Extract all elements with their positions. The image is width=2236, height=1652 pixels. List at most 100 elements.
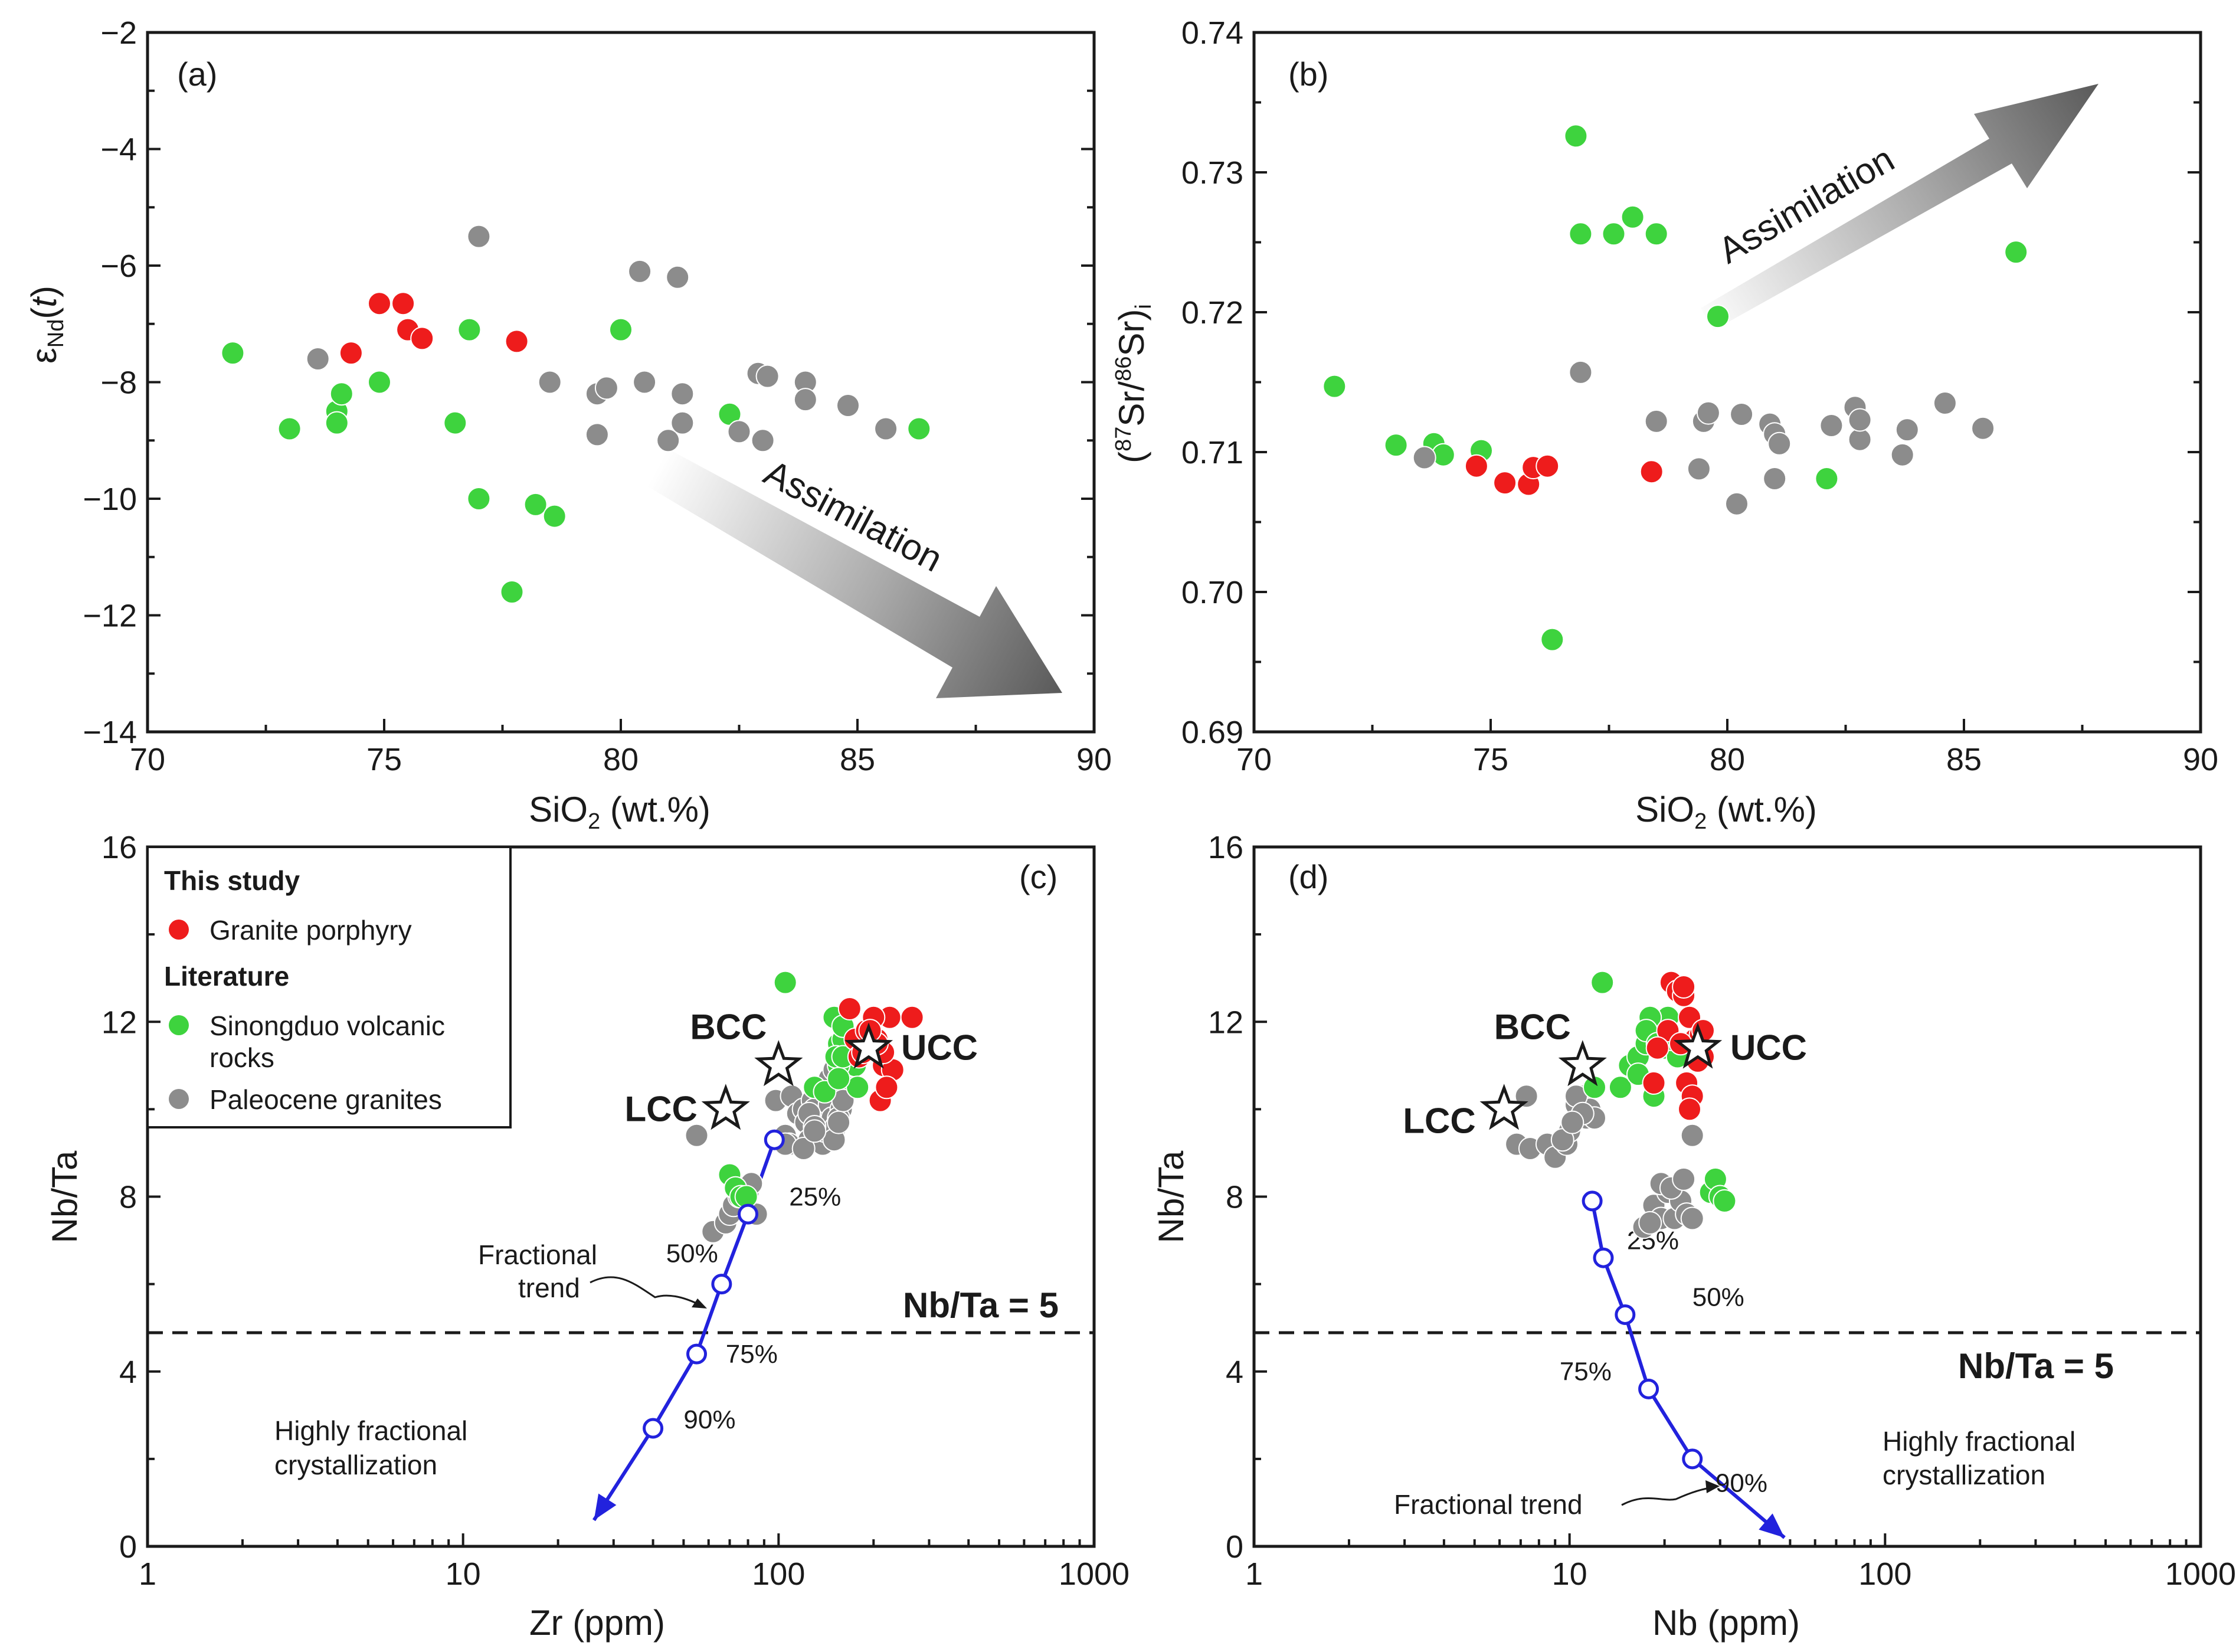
x-axis-label: Nb (ppm) [1652, 1603, 1800, 1643]
data-point-gray [1819, 414, 1844, 437]
fractional-trend-marker [738, 1203, 759, 1225]
reference-line-label: Nb/Ta = 5 [903, 1285, 1059, 1325]
trend-pointer [590, 1276, 703, 1307]
data-point-green [1713, 1189, 1737, 1213]
data-point-red [410, 326, 434, 351]
y-tick-label: 8 [119, 1180, 137, 1215]
panel-b-plot-area: Assimilation [1322, 84, 2098, 652]
x-tick-label: 10 [446, 1556, 481, 1592]
trend-percent-label: 90% [683, 1405, 735, 1434]
y-tick-label: −4 [100, 132, 137, 168]
panel-a-plot-area: Assimilation [221, 224, 1062, 698]
region-label: crystallization [1883, 1460, 2045, 1490]
x-tick-label: 75 [366, 742, 402, 777]
data-point-gray [1848, 408, 1872, 432]
panel-b: Assimilation (b) 70 75 80 85 90 0.69 0.70 0.71 0… [1111, 15, 2218, 834]
panel-d-axes: 1 10 100 1000 0 4 8 12 16 [1208, 830, 2236, 1592]
x-tick-label: 100 [1858, 1556, 1911, 1592]
fractional-trend-marker [1615, 1304, 1636, 1325]
data-point-gray [874, 417, 898, 441]
fractional-trend-marker [1682, 1448, 1703, 1470]
fractional-trend-marker [1638, 1378, 1659, 1399]
trend-percent-label: 75% [1560, 1357, 1612, 1386]
data-point-green [1322, 374, 1347, 398]
data-point-gray [1569, 360, 1593, 384]
data-point-gray [1730, 403, 1754, 426]
y-axis-label: Nb/Ta [1151, 1150, 1191, 1243]
data-point-gray [1412, 446, 1436, 470]
fractional-trend-marker [686, 1343, 708, 1365]
legend-header: Literature [164, 961, 289, 992]
data-point-gray [791, 1137, 816, 1160]
panel-c: Nb/Ta = 5 25% 50% 75% 90% LCC BCC UCC Highly f… [45, 830, 1130, 1643]
data-point-green [1564, 124, 1588, 148]
data-point-green [1706, 305, 1730, 329]
x-tick-label: 1 [1245, 1556, 1263, 1592]
legend-box [146, 846, 512, 1128]
data-point-red [339, 341, 363, 365]
x-axis-label: Zr (ppm) [529, 1603, 665, 1643]
data-point-green [500, 580, 524, 604]
data-point-gray [538, 370, 562, 394]
x-tick-label: 85 [1946, 742, 1982, 777]
legend-marker-sinongduo [169, 1015, 189, 1035]
legend-entry: rocks [209, 1042, 274, 1073]
trend-pointer [1621, 1486, 1715, 1506]
x-tick-label: 1000 [1059, 1556, 1130, 1592]
fractional-trend-marker [1582, 1190, 1603, 1212]
reference-line-label: Nb/Ta = 5 [1958, 1346, 2114, 1386]
y-tick-label: −6 [100, 248, 137, 284]
data-point-gray [727, 420, 751, 444]
data-point-green [1602, 222, 1626, 246]
panel-label: (c) [1019, 858, 1058, 895]
data-point-green [907, 417, 931, 441]
data-point-gray [666, 265, 690, 289]
crust-star-ucc [1673, 1022, 1723, 1069]
data-point-gray [751, 428, 775, 453]
panel-label: (d) [1288, 858, 1328, 895]
x-tick-label: 90 [2183, 742, 2218, 777]
assimilation-arrow [647, 449, 1062, 698]
data-point-red [1645, 1036, 1669, 1060]
assimilation-arrow [1701, 84, 2098, 331]
data-point-red [1493, 471, 1517, 495]
panel-b-axes: 70 75 80 85 90 0.69 0.70 0.71 0.72 0.73 0.74 [1181, 15, 2218, 777]
panel-a: Assimilation (a) 70 75 80 85 90 −14 −12 −10 −8 −6… [24, 15, 1112, 834]
x-tick-label: 10 [1552, 1556, 1587, 1592]
data-point-green [467, 487, 491, 511]
region-label: crystallization [274, 1450, 437, 1480]
panel-a-axes: 70 75 80 85 90 −14 −12 −10 −8 −6 −4 −2 [83, 15, 1112, 777]
data-point-green [1569, 222, 1593, 246]
y-tick-label: 12 [102, 1005, 137, 1040]
data-point-gray [1680, 1123, 1704, 1147]
data-point-red [1639, 460, 1664, 484]
data-point-gray [628, 259, 652, 283]
data-point-red [368, 292, 391, 316]
data-point-green [221, 341, 245, 365]
y-tick-label: −2 [100, 15, 137, 51]
data-point-green [1608, 1075, 1632, 1100]
data-point-red [837, 997, 862, 1020]
data-point-gray [1696, 401, 1720, 425]
data-point-gray [1895, 418, 1919, 442]
svg-text:εNd(t): εNd(t) [24, 286, 68, 364]
x-tick-label: 100 [752, 1556, 805, 1592]
data-point-red [900, 1005, 924, 1029]
crust-label: LCC [1403, 1101, 1475, 1140]
y-tick-label: 0.71 [1181, 435, 1243, 470]
crust-star-lcc [1479, 1084, 1528, 1130]
data-point-gray [1971, 416, 1995, 440]
x-tick-label: 80 [1710, 742, 1745, 777]
data-point-green [1620, 205, 1645, 229]
data-point-green [1540, 627, 1564, 652]
data-point-green [443, 411, 467, 435]
data-point-gray [1763, 467, 1787, 490]
data-point-gray [827, 1110, 851, 1134]
legend-marker-granite-porphyry [169, 920, 189, 940]
data-point-green [827, 1067, 851, 1091]
data-point-green [1590, 970, 1615, 995]
data-point-red [875, 1075, 899, 1100]
crust-star-ucc [844, 1022, 893, 1069]
y-tick-label: 12 [1208, 1005, 1243, 1040]
